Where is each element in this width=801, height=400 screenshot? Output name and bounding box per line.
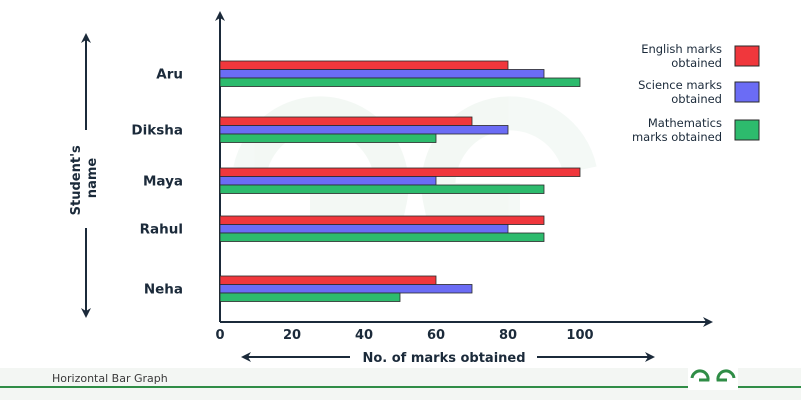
- bar-aru-series-3: [219, 77, 581, 87]
- bar-rahul-series-1: [219, 215, 545, 225]
- x-tick-label: 80: [499, 328, 517, 343]
- bar-maya-series-3: [219, 184, 545, 194]
- bar-maya-series-1: [219, 167, 581, 177]
- legend-swatch: [734, 119, 760, 141]
- bar-neha-series-1: [219, 275, 437, 285]
- x-tick-label: 60: [427, 328, 445, 343]
- bar-neha-series-3: [219, 292, 401, 302]
- bar-rahul-series-2: [219, 224, 509, 234]
- bar-diksha-series-1: [219, 116, 473, 126]
- y-axis-label-line-1: Student's: [69, 145, 84, 215]
- x-axis-label: No. of marks obtained: [362, 351, 525, 366]
- y-axis-label: Student's name: [69, 141, 100, 216]
- bar-aru-series-1: [219, 60, 509, 70]
- legend-swatch: [734, 81, 760, 103]
- category-label: Neha: [144, 281, 183, 297]
- legend-label: English marks obtained: [641, 42, 722, 70]
- bar-rahul-series-3: [219, 232, 545, 242]
- x-tick-label: 20: [283, 328, 301, 343]
- category-labels-group: Aru Diksha Maya Rahul Neha: [131, 66, 183, 297]
- x-ticks-group: 0 20 40 60 80 100: [215, 328, 593, 343]
- footer-caption: Horizontal Bar Graph: [52, 372, 168, 385]
- legend-swatch: [734, 45, 760, 67]
- y-axis-label-line-2: name: [85, 158, 100, 199]
- x-tick-label: 40: [355, 328, 373, 343]
- category-label: Rahul: [140, 221, 183, 237]
- footer-bar: [0, 368, 801, 400]
- category-label: Aru: [156, 66, 183, 82]
- legend: English marks obtained Science marks obtain…: [632, 42, 760, 144]
- x-tick-label: 0: [215, 328, 224, 343]
- bar-aru-series-2: [219, 69, 545, 79]
- bar-maya-series-2: [219, 176, 437, 186]
- bar-neha-series-2: [219, 284, 473, 294]
- bar-diksha-series-3: [219, 133, 437, 143]
- category-label: Diksha: [131, 122, 183, 138]
- legend-label: Mathematics marks obtained: [632, 116, 722, 144]
- bar-diksha-series-2: [219, 125, 509, 135]
- x-tick-label: 100: [566, 328, 593, 343]
- geeksforgeeks-logo-icon: [688, 366, 738, 390]
- category-label: Maya: [143, 173, 183, 189]
- bars-group: [219, 60, 581, 302]
- legend-label: Science marks obtained: [638, 78, 722, 106]
- footer-divider: [0, 386, 801, 388]
